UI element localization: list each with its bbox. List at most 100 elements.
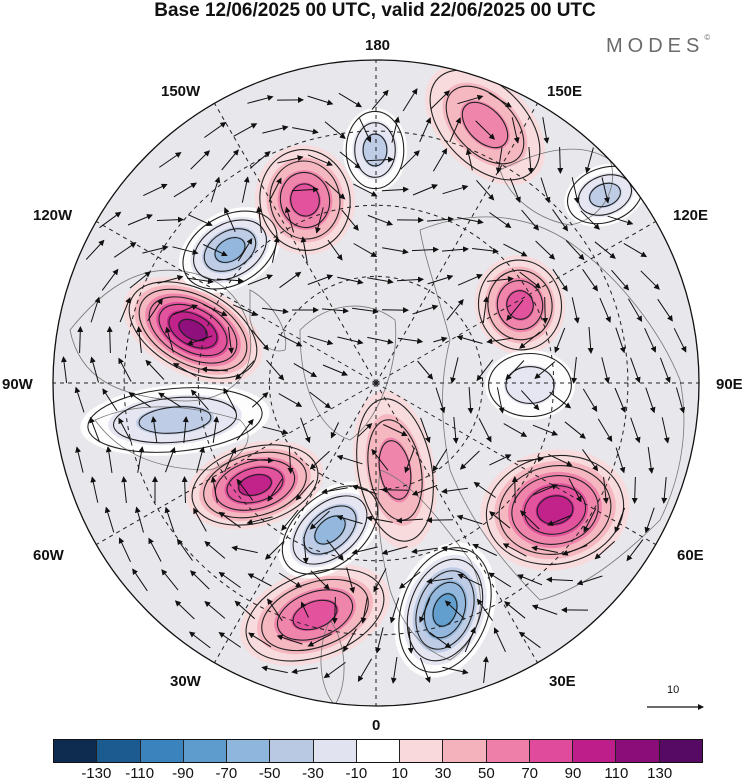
- wind-vector: [580, 210, 600, 230]
- wind-vector: [327, 239, 343, 261]
- lon-label-120e: 120E: [673, 207, 709, 224]
- wind-vector: [554, 327, 566, 354]
- anomaly-fill: [431, 592, 459, 628]
- wind-vector: [511, 117, 520, 144]
- wind-vector: [307, 274, 334, 285]
- wind-vector: [307, 335, 334, 346]
- wind-vector: [472, 543, 498, 556]
- wind-vector: [476, 179, 495, 201]
- wind-vector: [346, 567, 355, 594]
- wind-vector: [309, 391, 332, 409]
- wind-vector: [503, 423, 528, 437]
- wind-vector: [644, 327, 657, 353]
- wind-vector: [489, 212, 512, 229]
- wind-vector: [223, 387, 237, 412]
- colorbar-tick-label: -130: [81, 765, 112, 782]
- wind-vector: [496, 387, 505, 414]
- wind-vector: [307, 154, 333, 166]
- streamline-contour: [356, 398, 434, 542]
- streamline-contour: [292, 495, 368, 565]
- wind-vector: [161, 569, 179, 591]
- wind-vector: [432, 147, 448, 172]
- wind-vector: [143, 183, 168, 197]
- wind-vector: [339, 151, 361, 169]
- streamline-contour: [238, 474, 272, 496]
- wind-vector: [309, 510, 330, 530]
- wind-vector: [336, 514, 363, 525]
- wind-vector: [371, 89, 389, 110]
- wind-vector: [457, 274, 483, 286]
- colorbar-tick-label: -110: [125, 765, 155, 782]
- colorbar-swatch: [313, 740, 357, 762]
- wind-vector: [456, 514, 483, 525]
- wind-vector: [488, 92, 512, 108]
- wind-vector: [118, 417, 132, 442]
- wind-vector: [442, 666, 469, 675]
- wind-vector: [172, 304, 199, 316]
- wind-vector: [232, 304, 258, 316]
- wind-vector: [324, 121, 346, 139]
- anomaly-fill: [503, 364, 557, 406]
- wind-vector: [236, 418, 254, 441]
- wind-vector: [284, 206, 295, 233]
- wind-vector: [159, 152, 182, 168]
- wind-vector: [542, 296, 549, 324]
- wind-vector: [420, 417, 431, 444]
- coastline: [419, 216, 685, 601]
- colorbar-tick-label: 90: [564, 765, 582, 782]
- wind-vector: [359, 117, 372, 143]
- wind-vector: [202, 304, 228, 317]
- meridian-line: [375, 382, 538, 663]
- wind-vector: [262, 125, 289, 134]
- anomaly-fill: [588, 181, 622, 209]
- wind-vector: [535, 240, 556, 260]
- wind-vector: [300, 236, 308, 263]
- streamline-contour: [487, 269, 553, 341]
- wind-vector: [307, 633, 332, 647]
- wind-vector: [75, 446, 84, 473]
- map-title: Base 12/06/2025 00 UTC, valid 22/06/2025…: [154, 0, 596, 21]
- wind-vector: [106, 326, 113, 354]
- streamline-contour: [485, 454, 625, 566]
- wind-vector: [396, 276, 424, 283]
- wind-vector: [137, 446, 145, 473]
- wind-vector: [267, 478, 283, 502]
- wind-vector: [382, 424, 408, 437]
- wind-vector: [647, 447, 655, 474]
- wind-vector: [382, 247, 409, 255]
- wind-vector: [218, 511, 241, 529]
- streamline-contour: [511, 475, 599, 545]
- wind-vector: [611, 269, 630, 291]
- colorbar-swatch: [270, 740, 314, 762]
- wind-vector: [614, 387, 626, 413]
- wind-vector: [341, 209, 359, 231]
- wind-vector: [165, 446, 176, 473]
- streamline-contour: [281, 485, 379, 575]
- streamline-contour: [362, 133, 388, 167]
- wind-vector: [444, 600, 465, 620]
- wind-vector: [582, 269, 598, 292]
- wind-vector: [519, 510, 540, 530]
- wind-vector: [435, 387, 446, 414]
- coastline: [299, 305, 397, 441]
- streamline-contour: [461, 101, 509, 149]
- wind-vector: [472, 247, 499, 254]
- wind-vector: [540, 177, 551, 204]
- wind-vector: [357, 658, 373, 683]
- colorbar-tick-label: 50: [477, 765, 495, 782]
- wind-vector: [247, 95, 274, 104]
- wind-vector: [190, 150, 211, 170]
- wind-vector: [375, 627, 384, 654]
- wind-vector: [300, 417, 311, 444]
- streamline-contour: [276, 589, 354, 641]
- streamline-contour: [191, 444, 319, 526]
- wind-vector: [281, 509, 299, 531]
- wind-vector: [212, 416, 220, 443]
- wind-vector: [657, 298, 673, 322]
- wind-vector: [295, 479, 315, 501]
- wind-vector: [532, 424, 559, 436]
- wind-vector: [278, 333, 303, 347]
- wind-vector: [503, 243, 528, 257]
- meridian-line: [375, 103, 538, 384]
- wind-vector: [74, 386, 85, 413]
